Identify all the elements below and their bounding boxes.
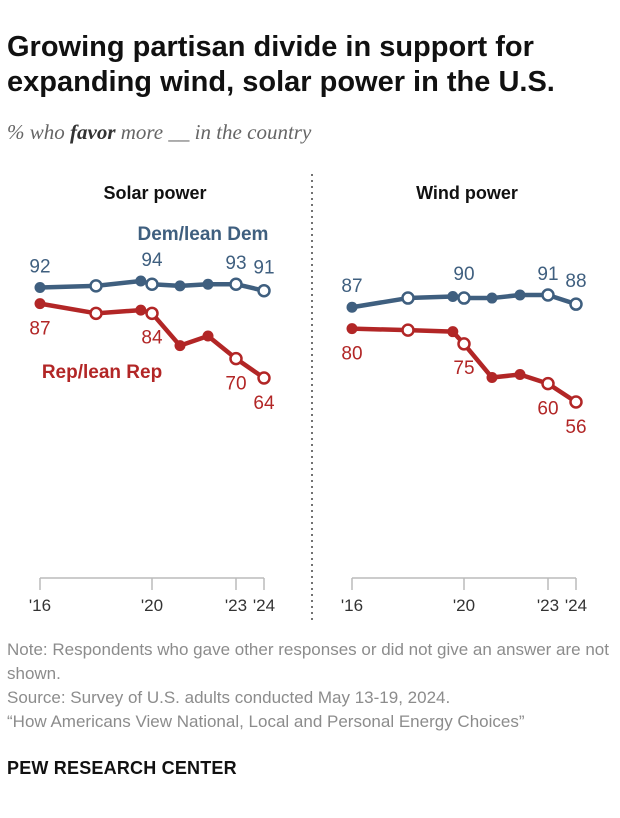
x-tick-label: '16	[29, 596, 51, 615]
rep-data-point	[401, 323, 415, 337]
rep-data-point	[346, 323, 358, 335]
rep-legend-label: Rep/lean Rep	[42, 362, 162, 383]
rep-data-point	[257, 371, 271, 385]
dem-data-point	[145, 277, 159, 291]
dem-data-point	[89, 279, 103, 293]
chart-subtitle: % who favor more __ in the country	[7, 120, 311, 145]
footer-notes: Note: Respondents who gave other respons…	[7, 638, 613, 734]
source-text: Source: Survey of U.S. adults conducted …	[7, 688, 451, 707]
dem-data-point	[229, 277, 243, 291]
rep-data-label: 70	[225, 374, 246, 395]
rep-data-point	[447, 326, 459, 338]
rep-data-label: 64	[253, 393, 275, 414]
subtitle-suffix: more __ in the country	[115, 120, 312, 144]
rep-data-label: 80	[341, 344, 362, 365]
dem-data-label: 93	[225, 253, 246, 274]
dem-data-point	[457, 291, 471, 305]
chart-title: Growing partisan divide in support for e…	[7, 31, 555, 98]
rep-data-label: 84	[141, 327, 163, 348]
x-tick-label: '20	[141, 596, 163, 615]
dem-data-point	[346, 301, 358, 313]
rep-data-label: 60	[537, 399, 558, 420]
dem-data-label: 91	[537, 264, 558, 285]
dem-data-label: 91	[253, 258, 274, 279]
note-text: Note: Respondents who gave other respons…	[7, 640, 609, 683]
panel-title: Wind power	[416, 183, 518, 203]
dem-data-label: 94	[141, 250, 163, 271]
dem-data-point	[569, 297, 583, 311]
rep-data-point	[229, 351, 243, 366]
wind-power-panel: Wind power '16 '20 '23 '24 87 90 91 88 80 75 60 56	[341, 183, 587, 615]
x-tick-label: '16	[341, 596, 363, 615]
rep-data-point	[569, 395, 583, 409]
dem-data-point	[174, 280, 186, 292]
rep-data-label: 56	[565, 417, 586, 438]
dem-data-point	[135, 275, 147, 287]
x-tick-label: '23	[537, 596, 559, 615]
rep-data-point	[89, 306, 103, 321]
rep-data-point	[135, 304, 147, 316]
rep-data-point	[34, 298, 46, 310]
rep-data-point	[486, 372, 498, 384]
dem-data-label: 87	[341, 276, 362, 297]
rep-data-point	[541, 376, 555, 391]
dem-data-point	[486, 292, 498, 304]
dem-data-label: 92	[29, 256, 50, 277]
rep-data-point	[514, 368, 526, 380]
x-tick-label: '24	[253, 596, 275, 615]
panel-title: Solar power	[103, 183, 206, 203]
dem-data-point	[447, 291, 459, 303]
x-tick-label: '23	[225, 596, 247, 615]
dem-legend-label: Dem/lean Dem	[138, 224, 269, 245]
pew-logo-text: PEW RESEARCH CENTER	[7, 758, 237, 778]
rep-data-point	[145, 306, 159, 321]
dem-data-point	[541, 288, 555, 302]
rep-data-point	[174, 340, 186, 352]
rep-data-label: 75	[453, 358, 474, 379]
dem-data-point	[514, 289, 526, 301]
dem-data-point	[34, 281, 46, 293]
rep-data-point	[457, 337, 471, 351]
dem-data-label: 90	[453, 264, 474, 285]
x-tick-label: '20	[453, 596, 475, 615]
charts-area: Solar power '16 '20 '23 '24 92 94 93 91 87 84 70 64 D…	[29, 174, 587, 622]
dem-data-label: 88	[565, 271, 586, 292]
x-tick-label: '24	[565, 596, 587, 615]
dem-data-point	[202, 278, 214, 290]
rep-data-point	[202, 330, 214, 342]
dem-data-point	[257, 283, 271, 298]
solar-power-panel: Solar power '16 '20 '23 '24 92 94 93 91 87 84 70 64 D…	[29, 183, 275, 615]
subtitle-prefix: % who	[7, 120, 70, 144]
dem-data-point	[401, 291, 415, 305]
report-title: “How Americans View National, Local and …	[7, 712, 525, 731]
subtitle-emphasis: favor	[70, 120, 116, 144]
rep-data-label: 87	[29, 319, 50, 340]
